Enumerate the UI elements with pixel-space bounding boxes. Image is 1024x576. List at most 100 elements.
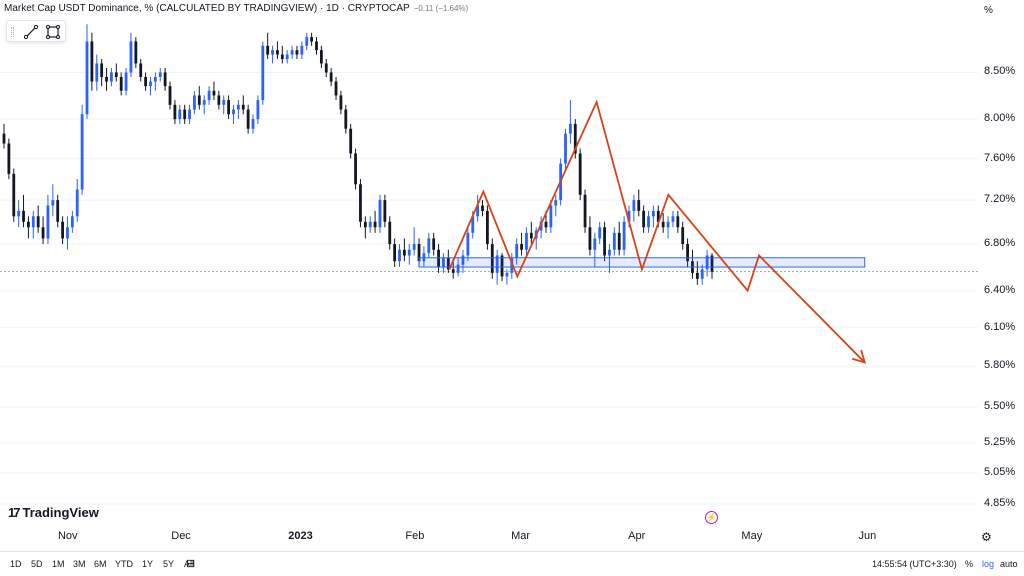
candle-body bbox=[207, 90, 211, 101]
y-tick-label: 8.50% bbox=[984, 65, 1016, 78]
candle-body bbox=[432, 238, 436, 250]
line-tool-icon[interactable] bbox=[23, 24, 39, 40]
candle-body bbox=[490, 244, 494, 273]
range-button[interactable]: YTD bbox=[115, 559, 133, 569]
candle-body bbox=[642, 210, 646, 228]
candle-body bbox=[241, 104, 245, 110]
candle-body bbox=[27, 221, 30, 228]
y-tick-label: 5.05% bbox=[984, 465, 1016, 478]
range-button[interactable]: 5D bbox=[31, 559, 43, 569]
candle-body bbox=[617, 232, 621, 250]
candle-body bbox=[324, 63, 328, 73]
candle-body bbox=[510, 257, 514, 273]
clock-time[interactable]: 14:55:54 (UTC+3:30) bbox=[872, 559, 957, 569]
candle-body bbox=[31, 216, 35, 228]
drag-handle-icon[interactable] bbox=[11, 27, 14, 37]
candle-body bbox=[144, 76, 147, 87]
candle-body bbox=[554, 200, 558, 206]
axis-unit-label: % bbox=[984, 5, 993, 16]
support-zone[interactable] bbox=[418, 257, 866, 268]
candle-body bbox=[603, 227, 606, 256]
x-tick-label: Feb bbox=[405, 530, 425, 542]
range-button[interactable]: 1Y bbox=[142, 559, 154, 569]
range-button[interactable]: All bbox=[184, 559, 195, 569]
candles-group bbox=[2, 24, 714, 285]
candle-body bbox=[56, 200, 60, 222]
range-button[interactable]: 6M bbox=[94, 559, 107, 569]
candle-body bbox=[359, 184, 362, 222]
range-button[interactable]: 1D bbox=[10, 559, 22, 569]
candle-body bbox=[354, 153, 357, 185]
candle-body bbox=[276, 50, 279, 55]
candle-body bbox=[652, 210, 655, 217]
candle-body bbox=[686, 244, 689, 262]
candle-body bbox=[51, 200, 55, 206]
candle-body bbox=[129, 41, 133, 73]
candle-body bbox=[70, 216, 74, 228]
candle-body bbox=[666, 221, 670, 228]
tradingview-logo: 17 TradingView bbox=[8, 505, 99, 520]
candle-body bbox=[388, 221, 392, 245]
candle-body bbox=[422, 253, 426, 262]
candle-body bbox=[700, 269, 704, 279]
range-button[interactable]: 5Y bbox=[163, 559, 175, 569]
candle-body bbox=[271, 50, 274, 55]
percent-toggle[interactable]: % bbox=[965, 559, 974, 569]
candle-body bbox=[500, 255, 504, 277]
candle-body bbox=[466, 232, 470, 256]
date-range-icon[interactable]: ⊟ bbox=[186, 558, 196, 570]
log-toggle[interactable]: log bbox=[982, 559, 995, 569]
candle-body bbox=[310, 37, 314, 42]
candle-body bbox=[80, 114, 84, 190]
candle-body bbox=[100, 63, 104, 77]
y-tick-label: 8.00% bbox=[984, 112, 1016, 125]
price-change: −0.11 (−1.64%) bbox=[413, 4, 469, 13]
candle-body bbox=[461, 255, 465, 265]
candle-body bbox=[46, 205, 50, 239]
candle-body bbox=[266, 45, 270, 55]
lightning-icon[interactable]: ⚡ bbox=[705, 511, 718, 524]
pattern-drawing[interactable] bbox=[448, 99, 866, 364]
gear-icon[interactable]: ⚙ bbox=[981, 530, 992, 544]
candle-body bbox=[319, 50, 323, 64]
candle-body bbox=[593, 238, 597, 250]
candle-body bbox=[417, 244, 421, 262]
candle-body bbox=[363, 221, 367, 228]
chart-grid bbox=[0, 71, 978, 505]
candle-body bbox=[339, 95, 343, 110]
candle-body bbox=[402, 249, 406, 256]
y-tick-label: 5.50% bbox=[984, 400, 1016, 413]
candle-body bbox=[163, 72, 167, 87]
candle-body bbox=[583, 194, 587, 228]
candle-body bbox=[222, 100, 226, 105]
candle-body bbox=[412, 244, 416, 250]
candle-body bbox=[368, 221, 372, 228]
x-tick-label: Dec bbox=[171, 530, 191, 542]
candle-body bbox=[61, 221, 64, 239]
x-tick-label: Nov bbox=[57, 530, 78, 542]
candle-body bbox=[75, 189, 79, 217]
candle-body bbox=[227, 100, 231, 115]
candle-body bbox=[456, 264, 460, 273]
candle-body bbox=[7, 143, 11, 174]
rectangle-tool-icon[interactable] bbox=[45, 24, 61, 40]
candle-body bbox=[168, 86, 172, 105]
candle-body bbox=[495, 255, 499, 273]
range-button[interactable]: 3M bbox=[73, 559, 86, 569]
candle-body bbox=[656, 210, 660, 222]
candle-body bbox=[344, 109, 348, 129]
range-button[interactable]: 1M bbox=[52, 559, 65, 569]
candle-body bbox=[295, 50, 299, 55]
candle-body bbox=[36, 216, 40, 228]
candle-body bbox=[300, 45, 304, 55]
candle-body bbox=[173, 104, 177, 120]
candle-body bbox=[119, 76, 123, 91]
candle-body bbox=[544, 221, 548, 228]
candle-body bbox=[139, 63, 143, 77]
candle-body bbox=[114, 72, 118, 77]
candle-body bbox=[315, 41, 318, 51]
candle-body bbox=[485, 210, 489, 245]
candle-body bbox=[627, 210, 631, 222]
auto-toggle[interactable]: auto bbox=[1000, 559, 1018, 569]
